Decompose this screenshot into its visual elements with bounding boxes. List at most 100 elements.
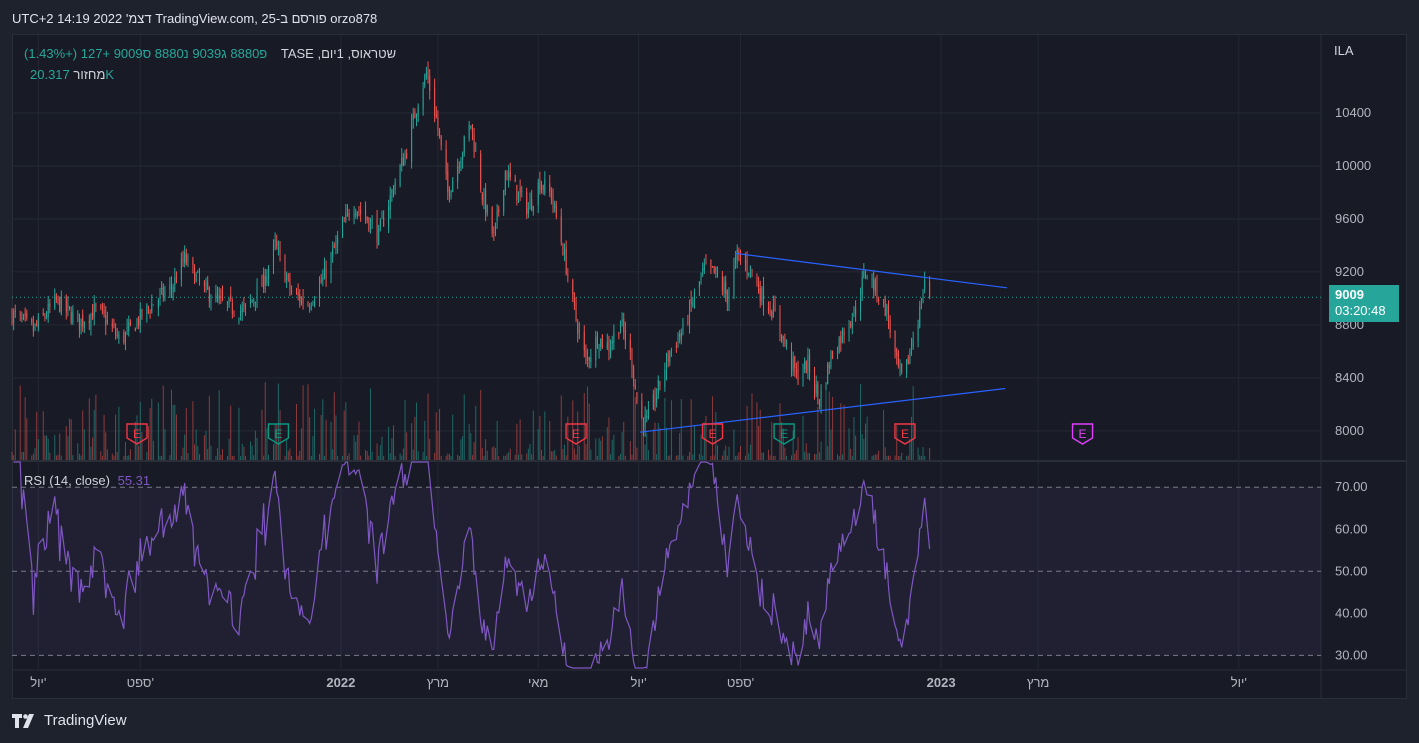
candle-body	[924, 279, 926, 289]
candle-body	[13, 311, 15, 324]
rsi-tick-label: 40.00	[1335, 605, 1368, 620]
volume-bar	[675, 455, 677, 460]
volume-bar	[573, 448, 575, 460]
earnings-marker[interactable]: E	[565, 423, 587, 445]
volume-bar	[756, 402, 758, 460]
volume-bar	[618, 455, 620, 460]
volume-bar	[93, 410, 95, 460]
trendlines[interactable]	[640, 252, 1007, 433]
volume-bar	[151, 398, 153, 460]
volume-bar	[256, 437, 258, 460]
volume-bar	[389, 453, 391, 460]
candle-body	[230, 295, 232, 300]
volume-bar	[680, 399, 682, 460]
volume-bar	[320, 414, 322, 460]
candle-body	[837, 352, 839, 358]
volume-bar	[254, 430, 256, 460]
volume-bar	[47, 438, 49, 460]
candle-body	[139, 308, 141, 326]
volume-bar	[263, 455, 265, 460]
volume-bar	[815, 454, 817, 460]
earnings-marker[interactable]: E	[701, 423, 724, 445]
volume-bar	[243, 446, 245, 460]
volume-bar	[920, 455, 922, 460]
tradingview-watermark[interactable]: TradingView	[12, 712, 127, 729]
earnings-marker-letter: E	[274, 427, 282, 441]
candle-body	[46, 316, 48, 318]
candle-body	[539, 179, 541, 191]
candle-body	[769, 308, 771, 313]
volume-bar	[197, 446, 199, 460]
volume-bar	[78, 453, 80, 460]
candle-body	[659, 381, 661, 386]
volume-bar	[899, 455, 901, 460]
volume-bar	[470, 433, 472, 460]
volume-bar	[703, 422, 705, 460]
volume-bar	[182, 447, 184, 460]
candle-body	[309, 307, 311, 310]
candle-body	[72, 311, 74, 323]
volume-bar	[521, 454, 523, 460]
volume-bar	[32, 453, 34, 460]
volume-bar	[841, 454, 843, 460]
volume-bar	[266, 428, 268, 460]
candle-body	[77, 313, 79, 315]
volume-bar	[746, 405, 748, 460]
volume-bar	[483, 455, 485, 460]
volume-bar	[185, 408, 187, 460]
volume-legend[interactable]: מחזור 20.317K	[24, 67, 114, 82]
volume-bar	[468, 423, 470, 460]
earnings-marker-shape	[894, 423, 916, 445]
volume-bar	[82, 410, 84, 460]
candle-body	[680, 332, 682, 341]
earnings-marker[interactable]: E	[773, 423, 795, 445]
candle-body	[767, 306, 769, 311]
volume-bar	[531, 454, 533, 460]
volume-bar	[310, 455, 312, 460]
candle-body	[917, 325, 919, 342]
currency-label: ILA	[1334, 43, 1354, 58]
candle-body	[65, 295, 67, 311]
volume-bar	[555, 455, 557, 460]
volume-bar	[863, 438, 865, 460]
volume-bar	[532, 410, 534, 460]
candle-body	[238, 318, 240, 320]
volume-bar	[692, 454, 694, 460]
volume-bar	[129, 449, 131, 460]
candle-body	[929, 281, 931, 298]
earnings-marker[interactable]: E	[1071, 423, 1094, 445]
candle-body	[860, 296, 862, 312]
candle-body	[562, 245, 564, 256]
volume-bar	[205, 431, 207, 460]
volume-bar	[323, 455, 325, 460]
candle-body	[509, 170, 511, 178]
earnings-marker[interactable]: E	[894, 423, 916, 445]
volume-bar	[448, 454, 450, 460]
candle-body	[381, 218, 383, 220]
candle-body	[897, 352, 899, 366]
earnings-marker[interactable]: E	[267, 423, 290, 445]
earnings-marker[interactable]: E	[126, 423, 148, 445]
candle-body	[450, 190, 452, 197]
candle-body	[901, 364, 903, 373]
volume-bar	[44, 435, 46, 460]
candle-body	[590, 357, 592, 362]
candle-body	[452, 180, 454, 193]
rsi-legend[interactable]: RSI (14, close) 55.31	[24, 473, 150, 488]
volume-bar	[272, 444, 274, 460]
candle-body	[159, 291, 161, 298]
volume-bar	[240, 456, 242, 460]
earnings-marker-letter: E	[901, 427, 909, 441]
symbol-legend[interactable]: פ8880 ג9039 נ8880 ס9009 +127 (+1.43%) שט…	[24, 46, 396, 61]
candle-body	[323, 266, 325, 280]
candle-body	[619, 324, 621, 334]
volume-bar	[516, 423, 518, 460]
candle-body	[516, 185, 518, 201]
volume-bar	[95, 394, 97, 460]
volume-bar	[761, 452, 763, 460]
volume-bar	[116, 452, 118, 460]
candle-body	[595, 337, 597, 361]
x-tick-label: יול'	[630, 675, 646, 690]
